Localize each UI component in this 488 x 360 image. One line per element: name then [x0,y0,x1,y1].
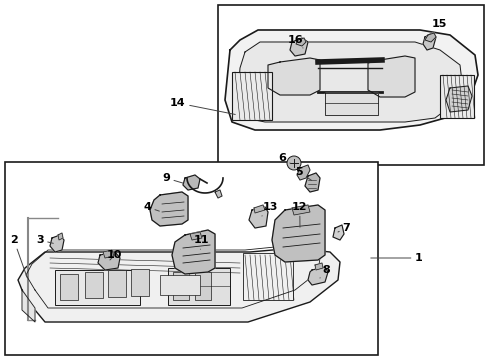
Polygon shape [295,38,305,46]
Text: 5: 5 [294,167,311,180]
Bar [173,272,189,300]
Polygon shape [291,205,309,215]
Text: 11: 11 [194,235,209,249]
Polygon shape [305,173,319,192]
Bar [439,75,473,118]
Polygon shape [445,86,471,112]
Text: 1: 1 [370,253,422,263]
Bar [243,253,292,300]
Polygon shape [248,207,267,228]
Polygon shape [58,233,63,240]
Text: 12: 12 [291,202,307,227]
Bar [131,269,149,296]
Bar [195,272,210,300]
Polygon shape [224,30,477,130]
Bar [108,270,126,297]
Polygon shape [50,235,64,252]
Text: 13: 13 [262,202,278,216]
Polygon shape [215,190,222,198]
Bar [5,162,377,355]
Text: 7: 7 [337,223,349,233]
Polygon shape [103,250,114,258]
Polygon shape [22,290,35,322]
Polygon shape [332,225,343,240]
Text: 9: 9 [162,173,183,183]
Polygon shape [183,175,200,190]
Polygon shape [238,42,461,122]
Polygon shape [422,33,435,50]
Polygon shape [289,38,307,56]
Polygon shape [271,205,325,262]
Polygon shape [172,230,215,274]
Polygon shape [267,58,319,95]
Bar [231,72,271,120]
Polygon shape [190,232,202,240]
Polygon shape [253,205,264,213]
Polygon shape [325,93,377,115]
Bar [60,274,78,300]
Bar [160,275,200,295]
Text: 14: 14 [170,98,235,114]
Text: 4: 4 [142,202,159,212]
Text: 10: 10 [107,250,122,260]
Bar [55,270,140,305]
Bar [85,272,103,298]
Bar [218,5,483,165]
Polygon shape [296,165,309,180]
Text: 8: 8 [319,265,329,278]
Polygon shape [18,248,339,322]
Polygon shape [150,192,187,226]
Text: 16: 16 [287,35,303,48]
Text: 15: 15 [431,19,446,33]
Text: 3: 3 [36,235,53,245]
Polygon shape [424,33,435,42]
Polygon shape [307,267,327,285]
Bar [168,268,229,305]
Polygon shape [98,252,120,270]
Circle shape [286,156,301,170]
Text: 2: 2 [10,235,27,277]
Polygon shape [367,56,414,97]
Text: 6: 6 [278,153,290,163]
Polygon shape [314,263,323,270]
